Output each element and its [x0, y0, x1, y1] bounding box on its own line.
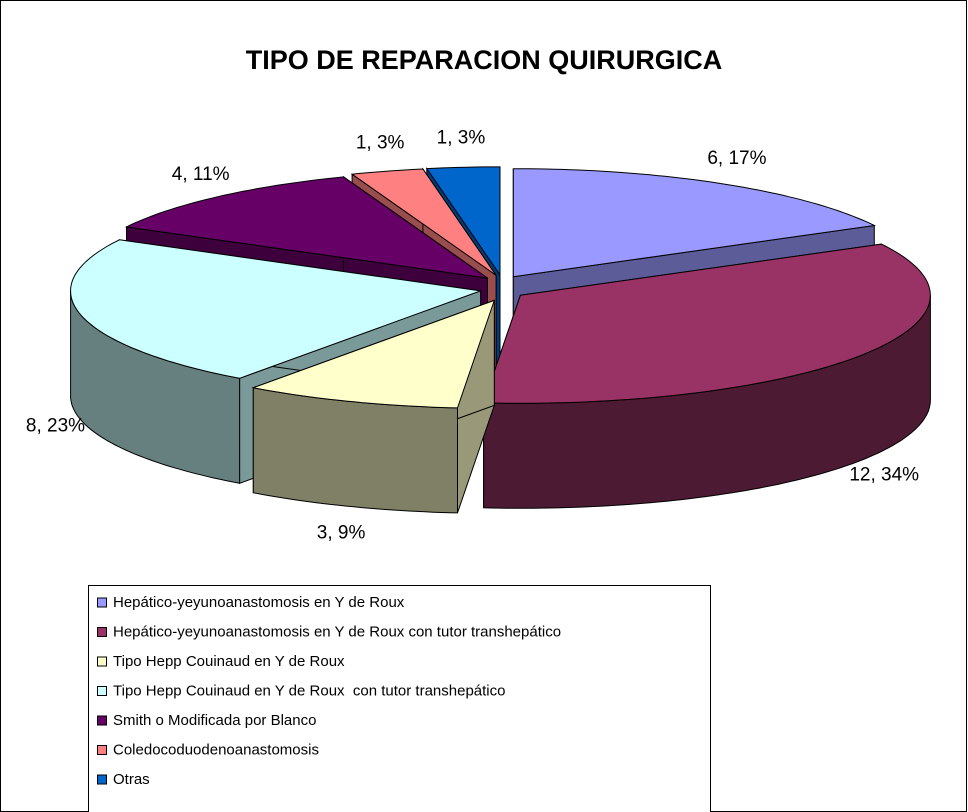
slice: [425, 166, 501, 277]
legend-swatch: [97, 597, 107, 608]
legend-box: [88, 585, 711, 812]
slice: [70, 239, 481, 379]
legend-label: Otras: [113, 771, 150, 788]
slice: [251, 299, 496, 409]
legend-label: Smith o Modificada por Blanco: [113, 712, 316, 729]
legend-label: Tipo Hepp Couinaud en Y de Roux con tuto…: [113, 682, 505, 699]
data-label: 1, 3%: [356, 132, 405, 153]
chart-title: TIPO DE REPARACION QUIRURGICA: [246, 45, 723, 75]
legend-swatch: [97, 774, 107, 785]
slice: [482, 243, 931, 404]
slice: [512, 168, 876, 278]
data-label: 4, 11%: [172, 164, 230, 185]
slice: [350, 168, 497, 276]
data-label: 12, 34%: [849, 465, 919, 486]
legend-swatch: [97, 656, 107, 667]
data-label: 6, 17%: [707, 148, 766, 169]
legend-label: Coledocoduodenoanastomosis: [113, 741, 319, 758]
legend-label: Tipo Hepp Couinaud en Y de Roux: [113, 653, 345, 670]
legend-swatch: [97, 715, 107, 726]
legend-swatch: [97, 627, 107, 637]
data-label: 3, 9%: [317, 522, 366, 543]
data-label: 8, 23%: [26, 415, 85, 436]
data-label: 1, 3%: [437, 128, 486, 149]
legend-swatch: [97, 745, 107, 755]
legend-swatch: [97, 686, 107, 696]
slice: [124, 176, 488, 279]
legend-label: Hepático-yeyunoanastomosis en Y de Roux: [113, 594, 405, 611]
legend-label: Hepático-yeyunoanastomosis en Y de Roux …: [113, 623, 561, 640]
